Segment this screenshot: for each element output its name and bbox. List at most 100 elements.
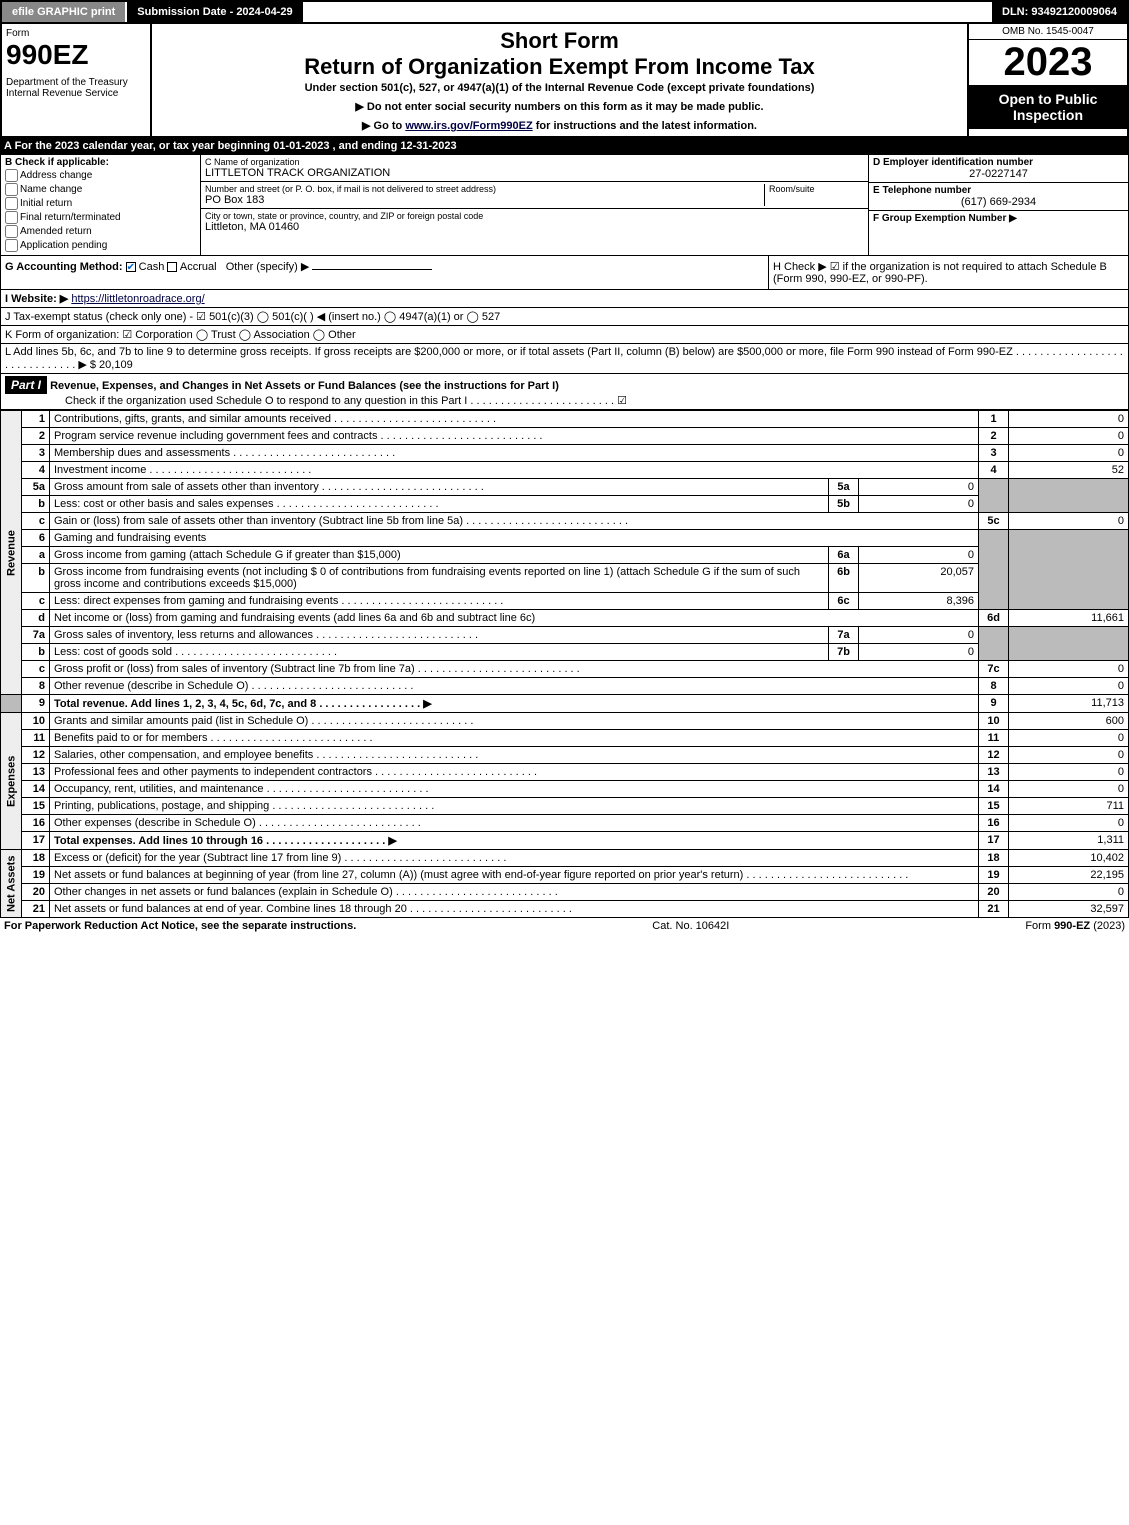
row-gh: G Accounting Method: Cash Accrual Other … <box>0 256 1129 290</box>
ein-label: D Employer identification number <box>873 157 1033 168</box>
form-title: Return of Organization Exempt From Incom… <box>156 54 963 80</box>
ln-12: 12 <box>22 747 50 764</box>
ein-value: 27-0227147 <box>873 168 1124 180</box>
desc-18: Excess or (deficit) for the year (Subtra… <box>50 850 979 867</box>
sv-6c: 8,396 <box>859 593 979 610</box>
ln-4: 4 <box>22 462 50 479</box>
ln-21: 21 <box>22 901 50 918</box>
ln-6a: a <box>22 547 50 564</box>
val-11: 0 <box>1009 730 1129 747</box>
row-l-text: L Add lines 5b, 6c, and 7b to line 9 to … <box>5 346 1123 371</box>
sl-5b: 5b <box>829 496 859 513</box>
nc-15: 15 <box>979 798 1009 815</box>
ln-10: 10 <box>22 713 50 730</box>
nc-4: 4 <box>979 462 1009 479</box>
website-label: I Website: ▶ <box>5 293 68 305</box>
val-15: 711 <box>1009 798 1129 815</box>
desc-6a: Gross income from gaming (attach Schedul… <box>50 547 829 564</box>
nc-1: 1 <box>979 411 1009 428</box>
val-2: 0 <box>1009 428 1129 445</box>
sv-7a: 0 <box>859 627 979 644</box>
chk-name[interactable]: Name change <box>5 183 196 196</box>
irs-link[interactable]: www.irs.gov/Form990EZ <box>405 120 532 132</box>
chk-pending[interactable]: Application pending <box>5 239 196 252</box>
row-l-val: 20,109 <box>99 359 133 371</box>
chk-accrual-icon[interactable] <box>167 262 177 272</box>
footer-mid: Cat. No. 10642I <box>652 920 729 932</box>
form-subtitle: Under section 501(c), 527, or 4947(a)(1)… <box>156 82 963 94</box>
block-b: B Check if applicable: Address change Na… <box>1 155 201 255</box>
nc-12: 12 <box>979 747 1009 764</box>
chk-cash-icon[interactable] <box>126 262 136 272</box>
ln-18: 18 <box>22 850 50 867</box>
val-7c: 0 <box>1009 661 1129 678</box>
instr-pre: ▶ Go to <box>362 120 405 132</box>
dln-label: DLN: 93492120009064 <box>992 2 1127 22</box>
ln-7a: 7a <box>22 627 50 644</box>
desc-5b: Less: cost or other basis and sales expe… <box>50 496 829 513</box>
ln-5b: b <box>22 496 50 513</box>
chk-amended-label: Amended return <box>20 226 92 237</box>
website-link[interactable]: https://littletonroadrace.org/ <box>71 293 204 305</box>
chk-final[interactable]: Final return/terminated <box>5 211 196 224</box>
desc-9: Total revenue. Add lines 1, 2, 3, 4, 5c,… <box>50 695 979 713</box>
row-i: I Website: ▶ https://littletonroadrace.o… <box>0 290 1129 308</box>
val-18: 10,402 <box>1009 850 1129 867</box>
nc-2: 2 <box>979 428 1009 445</box>
val-6d: 11,661 <box>1009 610 1129 627</box>
lines-table: Revenue 1 Contributions, gifts, grants, … <box>0 410 1129 918</box>
ln-13: 13 <box>22 764 50 781</box>
sl-6a: 6a <box>829 547 859 564</box>
desc-20: Other changes in net assets or fund bala… <box>50 884 979 901</box>
val-9: 11,713 <box>1009 695 1129 713</box>
chk-initial[interactable]: Initial return <box>5 197 196 210</box>
val-21: 32,597 <box>1009 901 1129 918</box>
val-8: 0 <box>1009 678 1129 695</box>
row-l: L Add lines 5b, 6c, and 7b to line 9 to … <box>0 344 1129 374</box>
part1-label: Part I <box>5 376 47 394</box>
desc-6b: Gross income from fundraising events (no… <box>50 564 829 593</box>
submission-date: Submission Date - 2024-04-29 <box>127 2 304 22</box>
part1-check: Check if the organization used Schedule … <box>65 395 627 407</box>
nc-7c: 7c <box>979 661 1009 678</box>
val-1: 0 <box>1009 411 1129 428</box>
rev-bottom-shade <box>1 695 22 713</box>
val-17: 1,311 <box>1009 832 1129 850</box>
sl-5a: 5a <box>829 479 859 496</box>
shade-7v <box>1009 627 1129 661</box>
val-20: 0 <box>1009 884 1129 901</box>
accrual-label: Accrual <box>180 261 217 273</box>
header-left: Form 990EZ Department of the Treasury In… <box>2 24 152 136</box>
schedule-b-check: H Check ▶ ☑ if the organization is not r… <box>768 256 1128 289</box>
header-right: OMB No. 1545-0047 2023 Open to Public In… <box>967 24 1127 136</box>
desc-14: Occupancy, rent, utilities, and maintena… <box>50 781 979 798</box>
open-inspection: Open to Public Inspection <box>969 85 1127 129</box>
chk-address[interactable]: Address change <box>5 169 196 182</box>
val-10: 600 <box>1009 713 1129 730</box>
nc-3: 3 <box>979 445 1009 462</box>
chk-initial-label: Initial return <box>20 198 72 209</box>
desc-17: Total expenses. Add lines 10 through 16 … <box>50 832 979 850</box>
part1-title: Revenue, Expenses, and Changes in Net As… <box>50 380 559 392</box>
org-name: LITTLETON TRACK ORGANIZATION <box>205 167 864 179</box>
efile-button[interactable]: efile GRAPHIC print <box>2 2 127 22</box>
chk-amended[interactable]: Amended return <box>5 225 196 238</box>
ln-14: 14 <box>22 781 50 798</box>
desc-12: Salaries, other compensation, and employ… <box>50 747 979 764</box>
desc-15: Printing, publications, postage, and shi… <box>50 798 979 815</box>
part1-header: Part I Revenue, Expenses, and Changes in… <box>0 374 1129 410</box>
sv-7b: 0 <box>859 644 979 661</box>
block-c: C Name of organization LITTLETON TRACK O… <box>201 155 868 255</box>
sv-6a: 0 <box>859 547 979 564</box>
nc-20: 20 <box>979 884 1009 901</box>
ln-7b: b <box>22 644 50 661</box>
ln-6b: b <box>22 564 50 593</box>
ln-20: 20 <box>22 884 50 901</box>
block-b-title: B Check if applicable: <box>5 157 109 168</box>
nc-8: 8 <box>979 678 1009 695</box>
nc-5c: 5c <box>979 513 1009 530</box>
header-center: Short Form Return of Organization Exempt… <box>152 24 967 136</box>
chk-address-label: Address change <box>20 170 92 181</box>
desc-11: Benefits paid to or for members <box>50 730 979 747</box>
chk-name-label: Name change <box>20 184 82 195</box>
